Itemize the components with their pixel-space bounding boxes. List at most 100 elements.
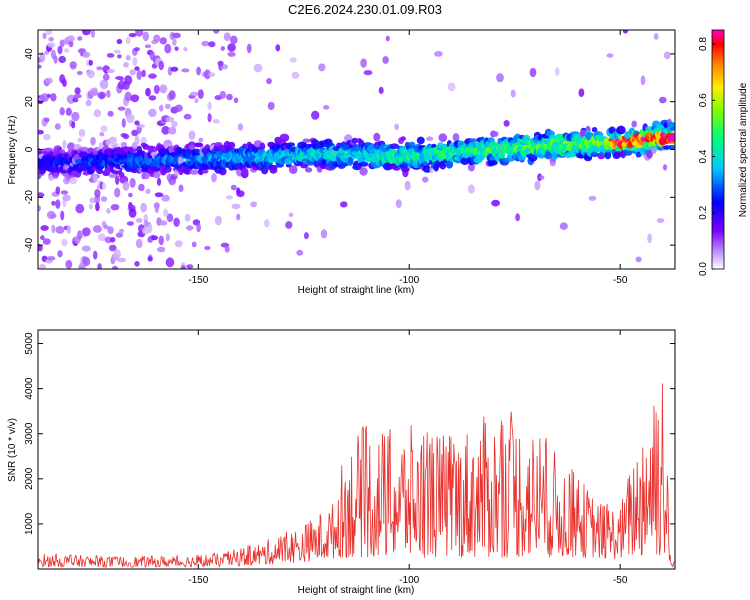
spectrogram-noise [161, 125, 170, 135]
spectrogram-noise [75, 203, 85, 214]
spectrogram-cell [635, 151, 642, 158]
spectrogram-noise [145, 87, 151, 97]
spectrogram-noise [122, 133, 130, 140]
spectrogram-noise [422, 176, 429, 183]
spectrogram-noise [227, 43, 236, 52]
spectrogram-noise [128, 33, 137, 38]
spectrogram-noise [138, 183, 145, 192]
spectrogram-cell [452, 133, 460, 142]
spectrogram-noise [159, 220, 168, 226]
spectrogram-noise [197, 89, 204, 99]
spectrogram-y-axis-label: Frequency (Hz) [7, 116, 18, 185]
spectrogram-noise [106, 53, 115, 58]
spectrogram-cell [445, 160, 453, 169]
spectrogram-cell [189, 144, 195, 151]
spectrogram-noise [92, 250, 98, 260]
spectrogram-cell [575, 138, 583, 145]
spectrogram-noise [129, 178, 136, 188]
spectrogram-noise [198, 137, 204, 143]
spectrogram-plot: -150 -100 -50 -40 -20 0 20 40 Height of straig… [7, 29, 676, 296]
spectrogram-noise [92, 225, 102, 233]
spectrogram-cell [467, 163, 475, 172]
colorbar-tick-label: 0.8 [698, 37, 709, 51]
snr-y-ticks: 1000 2000 3000 4000 5000 [24, 332, 675, 535]
spectrogram-noise [622, 30, 629, 34]
spectrogram-noise [208, 72, 216, 77]
spectrogram-noise [40, 225, 49, 231]
spectrogram-noise [81, 245, 91, 252]
spectrogram-noise [156, 177, 162, 186]
spectrogram-noise [86, 69, 95, 79]
spectrogram-noise [230, 184, 237, 191]
spectrogram-y-ticks: -40 -20 0 20 40 [24, 48, 675, 252]
spectrogram-noise [123, 61, 129, 68]
spectrogram-noise [42, 133, 51, 141]
spectrogram-cell [147, 145, 158, 154]
spectrogram-cell [351, 137, 358, 144]
spectrogram-cell [422, 161, 428, 166]
spectrogram-noise [57, 250, 63, 258]
spectrogram-noise [116, 38, 123, 45]
spectrogram-cell [670, 126, 675, 131]
spectrogram-noise [51, 200, 56, 206]
spectrogram-noise [606, 53, 614, 58]
spectrogram-noise [214, 215, 222, 226]
spectrogram-noise [125, 36, 131, 45]
spectrogram-noise [135, 238, 143, 249]
spectrogram-noise [72, 97, 79, 103]
spectrogram-cell [302, 138, 311, 143]
spectrogram-cell [201, 169, 209, 174]
spectrogram-noise [394, 123, 399, 131]
spectrogram-noise [161, 194, 170, 202]
spectrogram-noise [142, 31, 149, 42]
spectrogram-cell [259, 142, 266, 151]
spectrogram-noise [165, 116, 175, 123]
spectrogram-noise [173, 217, 180, 227]
spectrogram-noise [53, 55, 58, 64]
spectrogram-noise [663, 51, 671, 60]
spectrogram-noise [237, 123, 244, 131]
spectrogram-noise [230, 35, 238, 45]
spectrogram-noise [165, 233, 170, 242]
spectrogram-noise [647, 233, 652, 244]
spectrogram-noise [77, 137, 83, 143]
spectrogram-cell [622, 149, 633, 156]
spectrogram-noise [97, 263, 102, 269]
spectrogram-noise [320, 229, 328, 239]
spectrogram-noise [395, 199, 402, 209]
spectrogram-noise [54, 123, 61, 130]
spectrogram-noise [318, 63, 326, 72]
spectrogram-noise [65, 259, 73, 269]
spectrogram-noise [207, 113, 212, 123]
spectrogram-noise [303, 232, 309, 240]
spectrogram-noise [158, 60, 164, 71]
snr-y-tick-label: 1000 [24, 512, 35, 535]
spectrogram-noise [38, 244, 43, 252]
spectrogram-noise [635, 256, 642, 263]
spectrogram-cell [469, 138, 478, 143]
spectrogram-noise [113, 49, 121, 54]
spectrogram-noise [174, 46, 179, 51]
spectrogram-noise [60, 190, 69, 195]
spectrogram-noise [172, 38, 177, 46]
spectrogram-noise [491, 199, 500, 207]
spectrogram-noise [124, 75, 133, 85]
spectrogram-noise [227, 51, 236, 57]
spectrogram-noise [59, 107, 65, 116]
spectrogram-noise [59, 39, 65, 48]
spectrogram-noise [236, 190, 245, 198]
spectrogram-noise [224, 245, 230, 253]
spectrogram-noise [183, 47, 188, 52]
spectrogram-noise [170, 66, 179, 72]
spectrogram-noise [61, 238, 68, 247]
spectrogram-noise [38, 263, 46, 269]
spectrogram-noise [163, 208, 169, 217]
spectrogram-x-tick-label: -150 [188, 275, 208, 286]
snr-series-line [38, 383, 675, 569]
spectrogram-x-tick-label: -50 [613, 275, 628, 286]
spectrogram-noise [129, 69, 136, 76]
spectrogram-noise [106, 90, 111, 98]
spectrogram-noise [184, 213, 191, 222]
spectrogram-noise [132, 56, 138, 66]
